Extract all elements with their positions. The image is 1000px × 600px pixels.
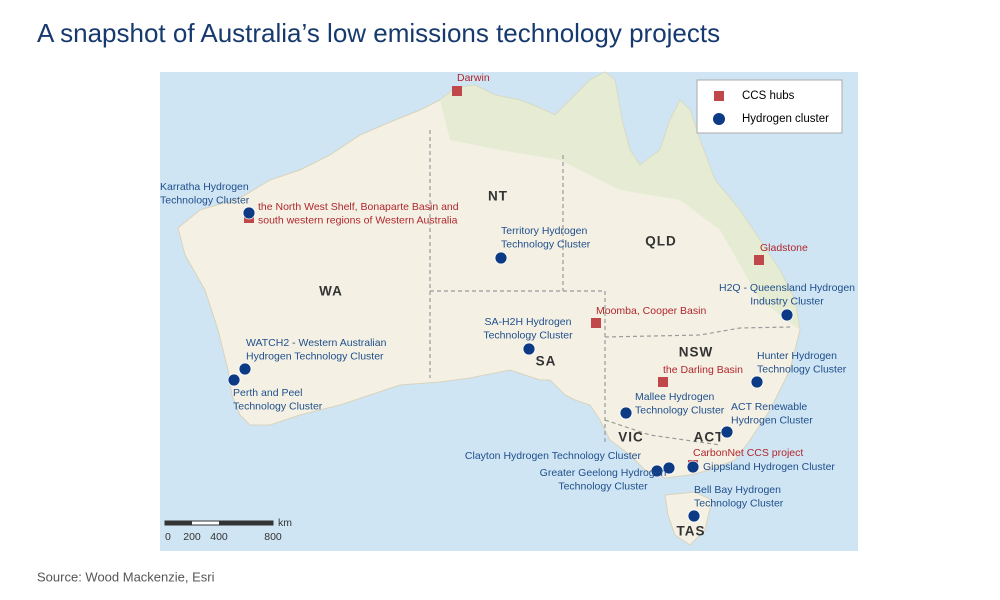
scale-tick-label: 200 (183, 531, 201, 543)
hydrogen-cluster-label: Bell Bay Hydrogen (694, 484, 781, 496)
hydrogen-cluster-marker (780, 308, 794, 322)
scale-bar (164, 520, 274, 526)
hydrogen-cluster-marker (494, 251, 508, 265)
ccs-hub-label: the North West Shelf, Bonaparte Basin an… (258, 201, 459, 213)
hydrogen-cluster-marker (662, 461, 676, 475)
hydrogen-cluster-label: Technology Cluster (501, 238, 591, 250)
ccs-hub-label: south western regions of Western Austral… (258, 214, 458, 226)
ccs-hub-marker (658, 377, 668, 387)
ccs-hub-label: Gladstone (760, 242, 808, 254)
scale-unit: km (278, 517, 292, 529)
hydrogen-cluster-label: Hydrogen Cluster (731, 414, 813, 426)
hydrogen-cluster-label: Technology Cluster (483, 329, 573, 341)
hydrogen-cluster-label: WATCH2 - Western Australian (246, 337, 387, 349)
hydrogen-cluster-marker (650, 464, 664, 478)
ccs-hub-marker (452, 86, 462, 96)
hydrogen-cluster-marker (619, 406, 633, 420)
hydrogen-cluster-label: Hunter Hydrogen (757, 350, 837, 362)
hydrogen-cluster-marker (686, 460, 700, 474)
hydrogen-cluster-label: Technology Cluster (635, 404, 725, 416)
hydrogen-cluster-label: SA-H2H Hydrogen (485, 316, 572, 328)
hydrogen-cluster-label: Gippsland Hydrogen Cluster (703, 461, 835, 473)
state-label: QLD (645, 234, 677, 249)
hydrogen-cluster-marker (750, 375, 764, 389)
hydrogen-cluster-marker (720, 425, 734, 439)
hydrogen-cluster-marker (227, 373, 241, 387)
state-label: WA (319, 284, 343, 299)
ccs-hub-label: the Darling Basin (663, 364, 743, 376)
ccs-hub-marker (754, 255, 764, 265)
hydrogen-cluster-label: Clayton Hydrogen Technology Cluster (465, 450, 642, 462)
legend-ccs-marker (714, 91, 724, 101)
hydrogen-cluster-marker (238, 362, 252, 376)
state-label: NT (488, 189, 508, 204)
hydrogen-cluster-label: Karratha Hydrogen (160, 181, 249, 193)
hydrogen-cluster-label: Perth and Peel (233, 387, 302, 399)
hydrogen-cluster-label: Territory Hydrogen (501, 225, 588, 237)
hydrogen-cluster-label: Industry Cluster (750, 295, 824, 307)
hydrogen-cluster-label: Technology Cluster (233, 400, 323, 412)
ccs-hub-label: Moomba, Cooper Basin (596, 305, 706, 317)
hydrogen-cluster-marker (242, 206, 256, 220)
north-greenery (440, 72, 800, 330)
hydrogen-cluster-label: Technology Cluster (160, 194, 250, 206)
hydrogen-cluster-label: Technology Cluster (558, 480, 648, 492)
scale-tick-label: 0 (165, 531, 171, 543)
legend-ccs: CCS hubs (742, 90, 795, 102)
ccs-hub-label: CarbonNet CCS project (693, 447, 803, 459)
state-label: SA (536, 354, 557, 369)
hydrogen-cluster-label: Hydrogen Technology Cluster (246, 350, 384, 362)
state-label: VIC (618, 430, 644, 445)
legend-hydrogen: Hydrogen cluster (742, 113, 829, 125)
legend-hydrogen-marker (713, 113, 725, 125)
scale-tick-label: 800 (264, 531, 282, 543)
source: Source: Wood Mackenzie, Esri (37, 569, 215, 584)
hydrogen-cluster-marker (522, 342, 536, 356)
scale-tick-label: 400 (210, 531, 228, 543)
hydrogen-cluster-label: H2Q - Queensland Hydrogen (719, 282, 855, 294)
state-label: TAS (677, 524, 706, 539)
hydrogen-cluster-label: ACT Renewable (731, 401, 807, 413)
hydrogen-cluster-label: Greater Geelong Hydrogen (540, 467, 667, 479)
state-borders (429, 130, 791, 446)
legend-box (696, 79, 843, 134)
ccs-hub-label: Darwin (457, 72, 490, 84)
hydrogen-cluster-label: Mallee Hydrogen (635, 391, 715, 403)
state-label: NSW (679, 345, 714, 360)
state-label: ACT (694, 430, 725, 445)
ccs-hub-marker (591, 318, 601, 328)
title: A snapshot of Australia’s low emissions … (37, 18, 720, 48)
hydrogen-cluster-marker (687, 509, 701, 523)
hydrogen-cluster-label: Technology Cluster (694, 497, 784, 509)
hydrogen-cluster-label: Technology Cluster (757, 363, 847, 375)
